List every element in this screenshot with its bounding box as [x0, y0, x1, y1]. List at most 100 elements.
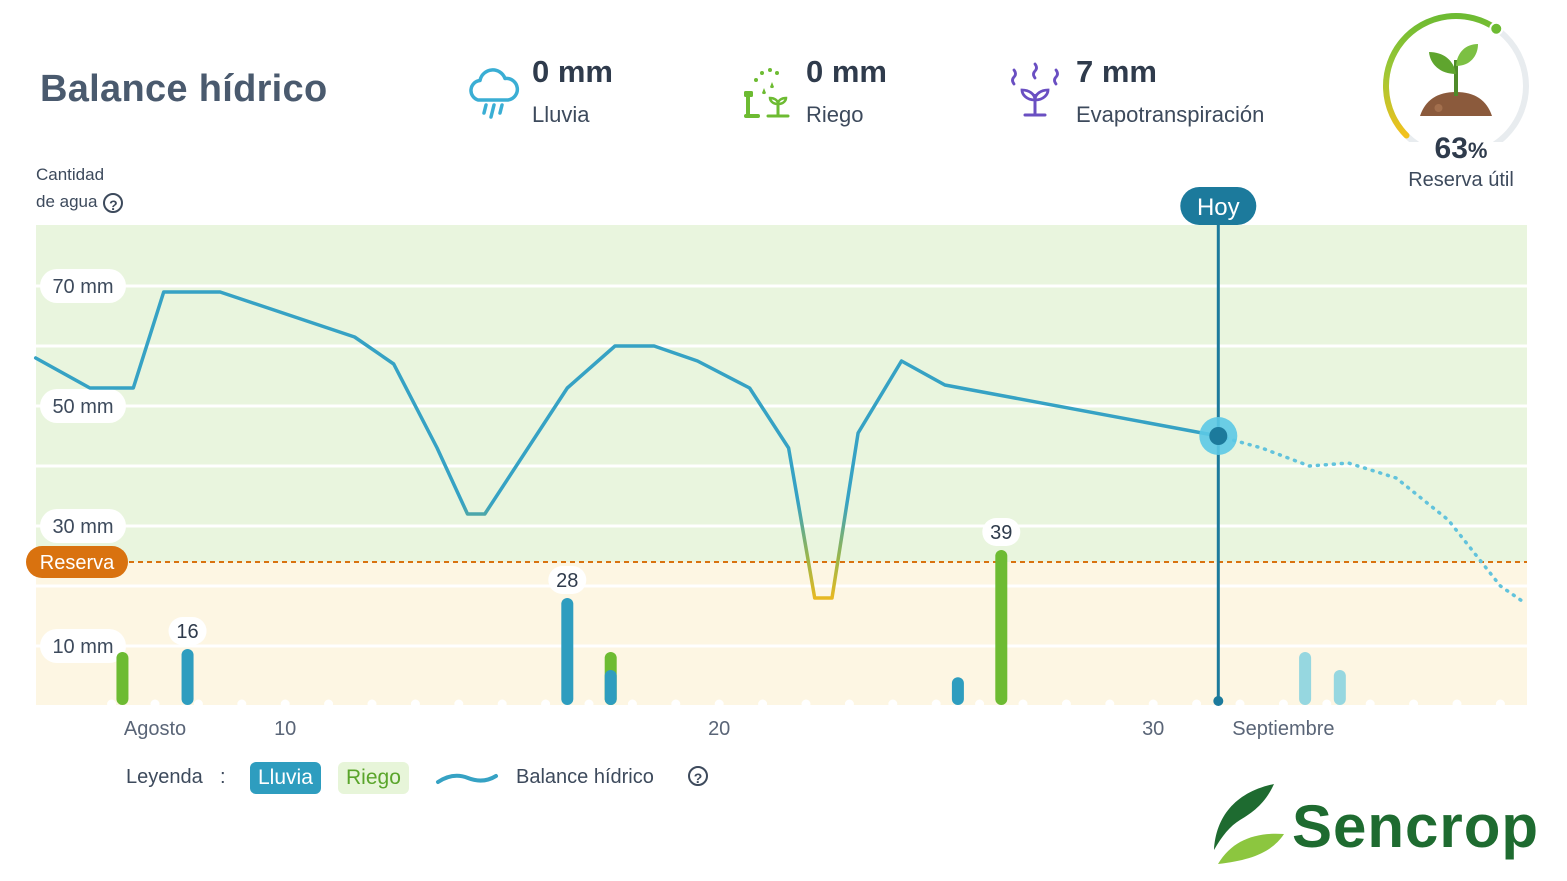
x-day-dot: [888, 699, 898, 709]
page-title: Balance hídrico: [40, 68, 328, 110]
evapotranspiration-icon: [1011, 62, 1059, 117]
reserve-gauge: 63% Reserva útil: [1382, 12, 1530, 197]
x-day-dot: [931, 699, 941, 709]
y-tick-label: 30 mm: [52, 516, 113, 538]
bar-value-label: 39: [990, 522, 1012, 544]
brand-logo: Sencrop: [1210, 780, 1567, 870]
today-base-dot: [1213, 696, 1224, 706]
sprinkler-icon: [744, 68, 790, 118]
x-day-dot: [193, 699, 203, 709]
bar-rain: [1333, 670, 1346, 705]
x-day-dot: [1235, 699, 1245, 709]
y-tick-pill: [40, 269, 126, 303]
y-tick-label: 50 mm: [52, 396, 113, 418]
bar-value-label: 16: [176, 621, 198, 643]
x-day-dot: [541, 699, 551, 709]
reserve-label: Reserva: [40, 552, 115, 574]
x-day-dot: [1148, 699, 1158, 709]
x-day-dot: [1278, 699, 1288, 709]
evapotranspiration-label: Evapotranspiración: [1076, 102, 1265, 127]
bar-rain: [1299, 652, 1312, 705]
bar-irrigation: [116, 652, 129, 705]
y-tick-pill: [40, 629, 126, 663]
x-day-dot: [454, 699, 464, 709]
x-day-dot: [1409, 699, 1419, 709]
legend-colon: :: [220, 766, 226, 788]
x-day-dot: [497, 699, 507, 709]
today-label: Hoy: [1197, 194, 1240, 221]
gauge-marker: [1489, 21, 1504, 36]
x-day-dot: [367, 699, 377, 709]
x-day-dot: [844, 699, 854, 709]
bar-label-pill: [548, 566, 587, 594]
y-tick-label: 10 mm: [52, 636, 113, 658]
sprout-in-soil-icon: [1420, 44, 1492, 116]
y-tick-label: 70 mm: [52, 276, 113, 298]
x-day-dot: [1061, 699, 1071, 709]
bar-rain: [951, 677, 964, 705]
bar-value-label: 28: [556, 570, 578, 592]
bar-rain: [181, 649, 194, 705]
evapotranspiration-value: 7 mm: [1076, 54, 1157, 89]
x-day-dot: [975, 699, 985, 709]
x-day-dot: [1018, 699, 1028, 709]
x-day-dot: [714, 699, 724, 709]
legend-line-icon: [436, 773, 498, 784]
brand-name: Sencrop: [1292, 793, 1540, 860]
today-pill: [1180, 187, 1257, 225]
x-day-dot: [107, 699, 117, 709]
today-point: [1209, 427, 1228, 445]
legend-balance: Balance hídrico: [516, 766, 654, 788]
x-tick-label: 30: [1142, 718, 1164, 740]
irrigation-value: 0 mm: [806, 54, 887, 89]
y-axis-title-line1: Cantidad: [36, 165, 105, 184]
x-day-dot: [1452, 699, 1462, 709]
x-day-dot: [410, 699, 420, 709]
y-axis-title: Cantidad de agua?: [36, 161, 124, 215]
y-axis-title-line2: de agua?: [36, 188, 124, 215]
x-day-dot: [324, 699, 334, 709]
x-tick-label: Agosto: [124, 718, 186, 740]
x-day-dot: [1192, 699, 1202, 709]
x-day-dot: [1322, 699, 1332, 709]
reserve-pill: [26, 546, 128, 578]
x-day-dot: [1495, 699, 1505, 709]
gauge-label: Reserva útil: [1408, 169, 1514, 191]
chart-band-above-reserve: [36, 225, 1527, 562]
bar-rain: [561, 598, 574, 705]
x-day-dot: [758, 699, 768, 709]
bar-rain: [604, 670, 617, 705]
bar-irrigation: [995, 550, 1008, 705]
gauge-percent: 63%: [1434, 132, 1488, 165]
x-day-dot: [237, 699, 247, 709]
balance-forecast-line: [1216, 434, 1529, 606]
x-day-dot: [1105, 699, 1115, 709]
gauge-arc: [1383, 13, 1500, 139]
balance-line: [33, 290, 1221, 600]
x-day-dot: [1365, 699, 1375, 709]
help-icon[interactable]: ?: [688, 766, 708, 786]
x-tick-label: 10: [274, 718, 296, 740]
x-day-dot: [671, 699, 681, 709]
bar-label-pill: [982, 518, 1021, 546]
bar-label-pill: [168, 617, 207, 645]
x-day-dot: [280, 699, 290, 709]
legend-rain: Lluvia: [250, 762, 321, 794]
y-tick-pill: [40, 509, 126, 543]
y-tick-pill: [40, 389, 126, 423]
legend-irrigation: Riego: [338, 762, 409, 794]
x-tick-label: Septiembre: [1232, 718, 1334, 740]
legend-prefix: Leyenda: [126, 766, 203, 788]
irrigation-label: Riego: [806, 102, 864, 127]
x-day-dot: [801, 699, 811, 709]
sencrop-leaf-icon: [1214, 784, 1284, 864]
x-day-dot: [584, 699, 594, 709]
x-day-dot: [150, 699, 160, 709]
x-day-dot: [627, 699, 637, 709]
rain-value: 0 mm: [532, 54, 613, 89]
help-icon[interactable]: ?: [103, 192, 124, 213]
x-tick-label: 20: [708, 718, 730, 740]
rain-cloud-icon: [469, 68, 520, 119]
rain-label: Lluvia: [532, 102, 590, 127]
